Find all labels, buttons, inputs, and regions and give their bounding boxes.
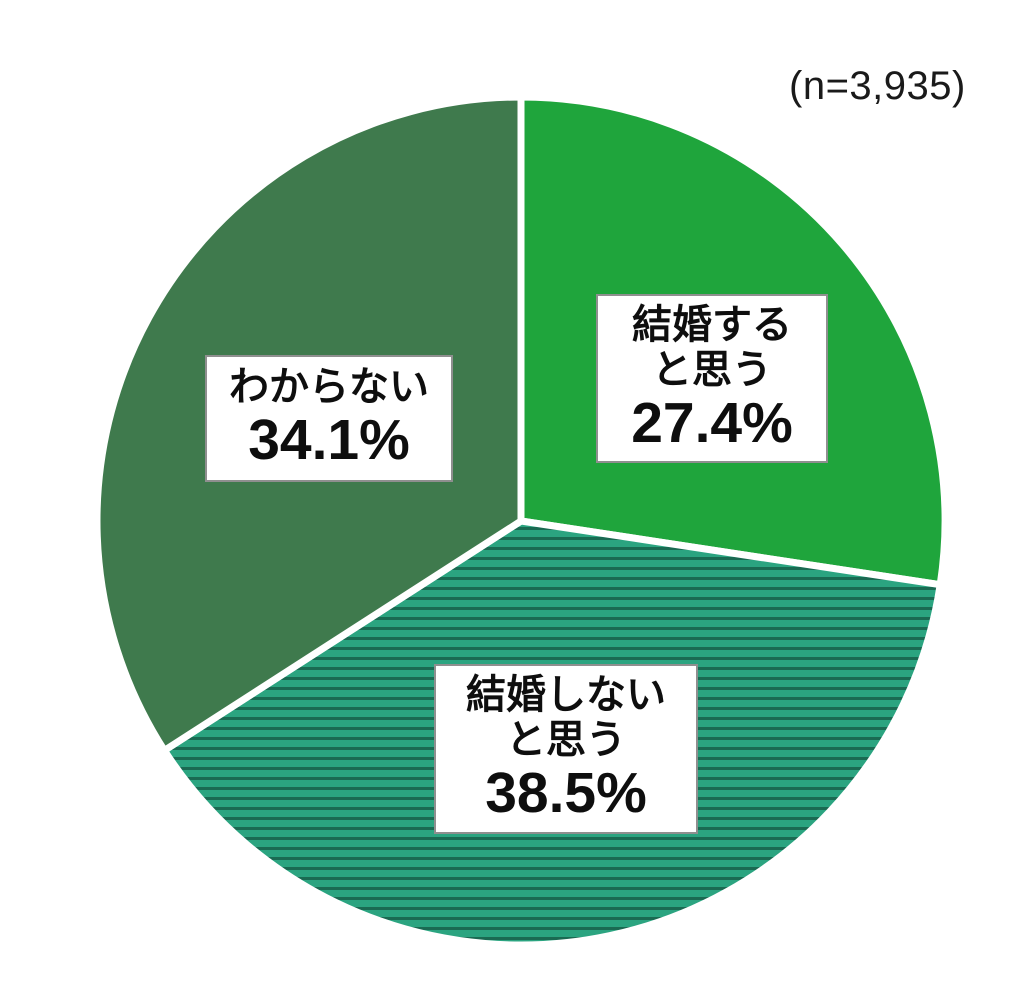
label-line: 結婚しない xyxy=(466,673,666,718)
label-line: 結婚する xyxy=(632,302,792,347)
slice-label-will-marry: 結婚する と思う xyxy=(632,303,792,393)
sample-size-label: (n=3,935) xyxy=(789,64,966,108)
slice-percent-will-marry: 27.4% xyxy=(631,390,793,455)
label-line: と思う xyxy=(506,718,626,763)
label-line: わからない xyxy=(229,365,429,410)
slice-percent-wont-marry: 38.5% xyxy=(485,761,647,826)
slice-percent-dont-know: 34.1% xyxy=(248,408,410,473)
label-box-dont-know: わからない 34.1% xyxy=(205,355,453,482)
slice-label-wont-marry: 結婚しない と思う xyxy=(466,673,666,763)
label-box-wont-marry: 結婚しない と思う 38.5% xyxy=(434,664,698,834)
label-box-will-marry: 結婚する と思う 27.4% xyxy=(596,294,828,463)
slice-label-dont-know: わからない xyxy=(229,365,429,410)
label-line: と思う xyxy=(652,347,772,392)
